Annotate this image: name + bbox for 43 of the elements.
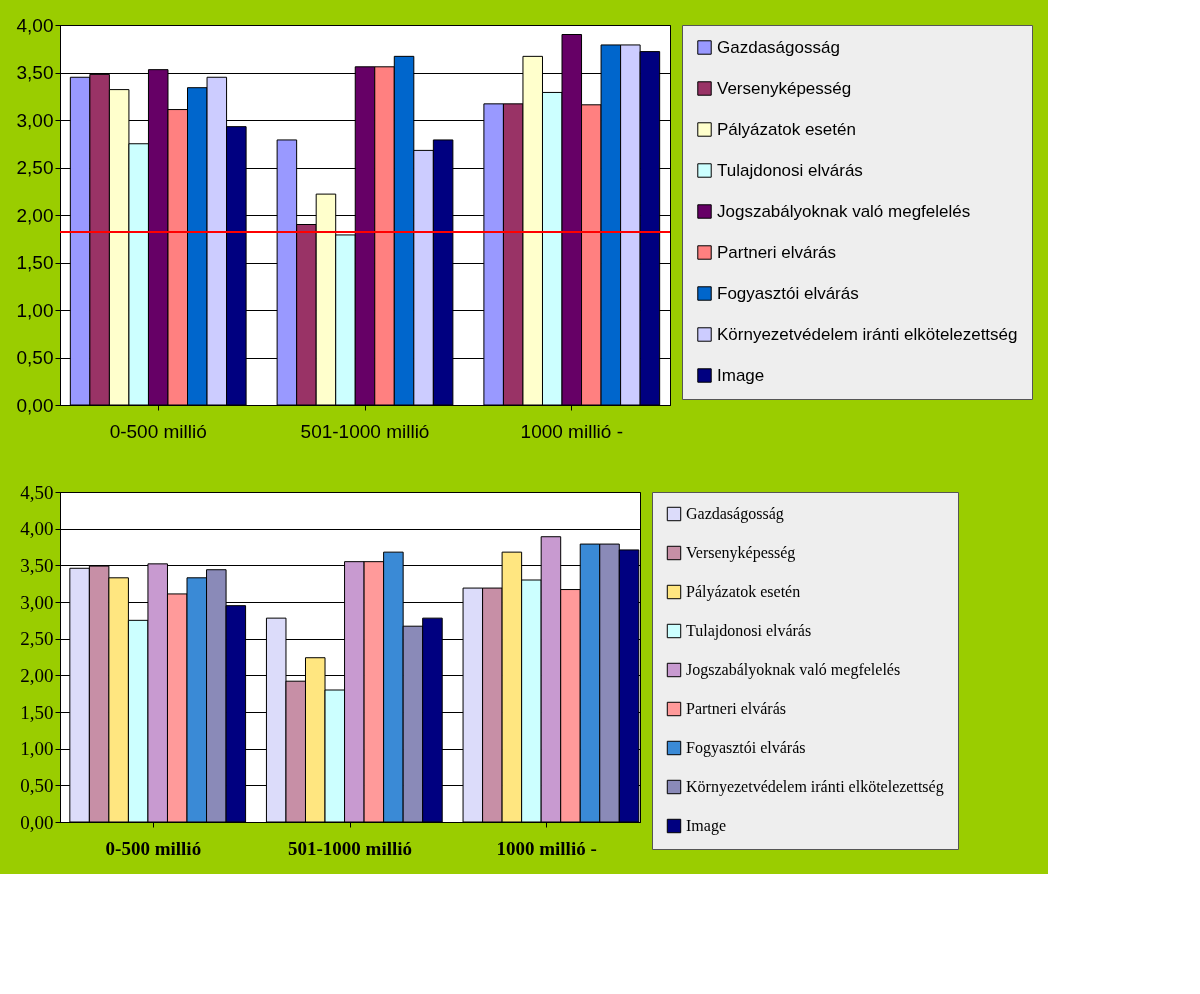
y-tick-label: 1,00: [20, 738, 54, 760]
x-tick-label: 501-1000 millió: [300, 420, 430, 442]
legend-label: Jogszabályoknak való megfelelés: [717, 201, 971, 221]
legend-label: Pályázatok esetén: [717, 119, 856, 139]
legend-label: Gazdaságosság: [717, 37, 840, 57]
y-tick-label: 0,50: [20, 774, 54, 796]
y-tick-label: 1,00: [16, 299, 54, 321]
y-tick-label: 0,00: [20, 811, 54, 833]
x-tick-label: 1000 millió -: [496, 837, 597, 859]
legend-label: Környezetvédelem iránti elkötelezettség: [717, 324, 1018, 344]
y-tick-label: 2,00: [16, 204, 54, 226]
legend-label: Fogyasztói elvárás: [686, 739, 806, 757]
legend-label: Partneri elvárás: [686, 700, 786, 717]
legend-label: Gazdaságosság: [686, 505, 784, 523]
y-tick-label: 3,50: [16, 62, 54, 83]
y-tick-label: 2,50: [16, 157, 54, 178]
x-tick-label: 0-500 millió: [109, 420, 207, 442]
y-tick-label: 3,50: [20, 554, 54, 576]
legend-label: Környezetvédelem iránti elkötelezettség: [686, 778, 944, 796]
y-tick-label: 1,50: [20, 701, 54, 723]
x-tick-label: 0-500 millió: [105, 837, 202, 859]
y-tick-label: 0,00: [16, 394, 54, 416]
y-tick-label: 2,50: [20, 628, 54, 650]
y-tick-label: 2,00: [20, 664, 54, 686]
y-tick-label: 0,50: [16, 347, 54, 368]
legend-label: Versenyképesség: [686, 544, 796, 562]
legend-label: Image: [717, 365, 765, 385]
legend-label: Pályázatok esetén: [686, 583, 801, 601]
y-tick-label: 4,00: [20, 518, 54, 540]
legend-label: Image: [686, 817, 726, 835]
y-tick-label: 4,00: [16, 14, 54, 36]
y-tick-label: 3,00: [16, 109, 54, 131]
legend-label: Fogyasztói elvárás: [717, 283, 859, 303]
y-tick-label: 1,50: [16, 252, 54, 273]
legend-label: Tulajdonosi elvárás: [686, 622, 812, 640]
legend-label: Jogszabályoknak való megfelelés: [686, 661, 901, 679]
legend-label: Partneri elvárás: [717, 242, 837, 262]
x-tick-label: 501-1000 millió: [287, 837, 413, 859]
legend-label: Versenyképesség: [717, 78, 852, 98]
legend-label: Tulajdonosi elvárás: [717, 160, 863, 180]
x-tick-label: 1000 millió -: [520, 420, 623, 442]
y-tick-label: 4,50: [20, 481, 54, 503]
y-tick-label: 3,00: [20, 591, 54, 613]
